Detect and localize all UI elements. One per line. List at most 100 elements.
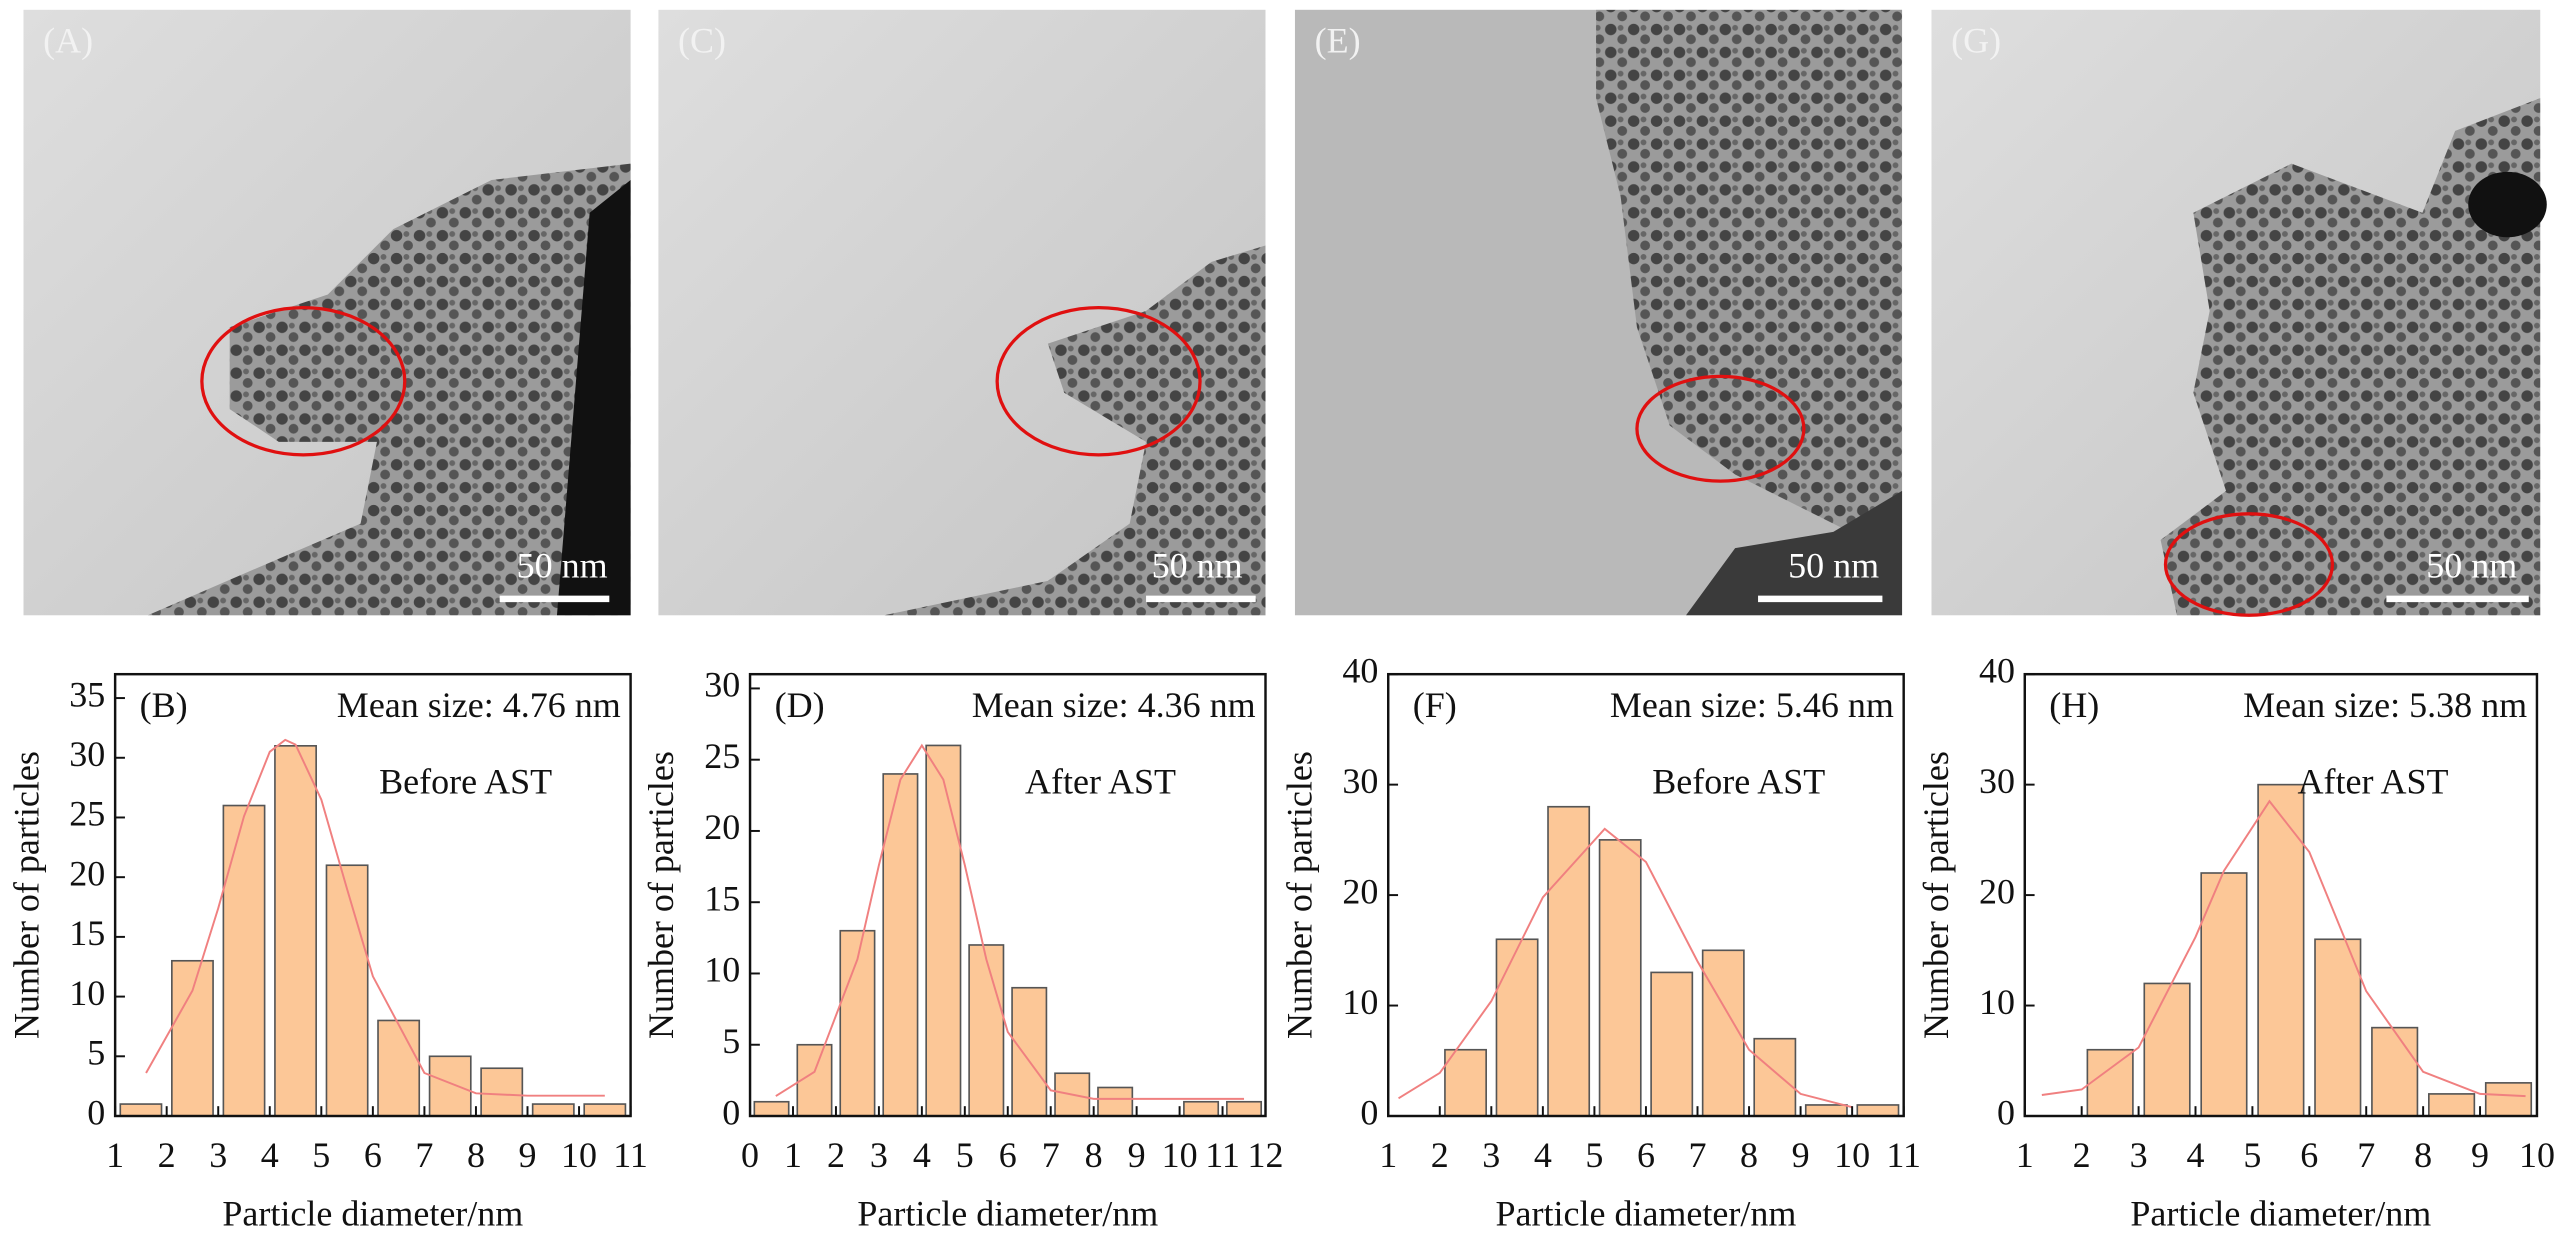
y-tick-label: 25 bbox=[69, 794, 105, 834]
bar bbox=[1701, 949, 1745, 1117]
y-tick-label: 20 bbox=[1342, 871, 1378, 911]
x-tick-label: 3 bbox=[209, 1135, 227, 1175]
y-tick-label: 10 bbox=[1342, 982, 1378, 1022]
x-tick-label: 4 bbox=[2187, 1135, 2205, 1175]
y-tick-label: 10 bbox=[1979, 982, 2015, 1022]
fit-curve bbox=[775, 743, 1245, 1100]
bar bbox=[839, 929, 876, 1117]
x-tick-label: 8 bbox=[2414, 1135, 2432, 1175]
y-axis-title: Number of particles bbox=[641, 751, 681, 1039]
bar bbox=[2428, 1093, 2476, 1117]
bar bbox=[1444, 1048, 1487, 1117]
x-tick-label: 4 bbox=[1534, 1135, 1552, 1175]
annotation: Mean size: 4.76 nm bbox=[337, 685, 621, 725]
y-axis-title: Number of particles bbox=[1916, 751, 1956, 1039]
tem-images bbox=[23, 9, 2547, 617]
bar bbox=[1011, 986, 1048, 1117]
bar bbox=[480, 1067, 524, 1117]
bar bbox=[428, 1055, 472, 1117]
x-tick-label: 7 bbox=[1689, 1135, 1707, 1175]
y-tick-label: 0 bbox=[87, 1092, 105, 1132]
bar bbox=[222, 804, 266, 1117]
annotation: Mean size: 5.46 nm bbox=[1610, 685, 1894, 725]
bar bbox=[882, 773, 919, 1117]
bar bbox=[531, 1103, 575, 1117]
x-tick-label: 1 bbox=[784, 1135, 802, 1175]
y-tick-label: 40 bbox=[1979, 650, 2015, 690]
highlight-ellipse bbox=[200, 306, 407, 457]
bar bbox=[1753, 1037, 1797, 1117]
x-tick-label: 1 bbox=[2016, 1135, 2034, 1175]
bar bbox=[119, 1103, 163, 1117]
y-tick-label: 10 bbox=[704, 950, 740, 990]
bar bbox=[1495, 938, 1539, 1117]
x-tick-label: 2 bbox=[827, 1135, 845, 1175]
x-tick-label: 12 bbox=[1248, 1135, 1284, 1175]
panel-label: (A) bbox=[43, 20, 93, 60]
annotation: Mean size: 4.36 nm bbox=[972, 685, 1256, 725]
bar bbox=[1097, 1086, 1134, 1117]
fit-curve bbox=[145, 738, 605, 1097]
particle-region bbox=[2160, 98, 2541, 616]
scale-bar-label: 50 nm bbox=[1788, 546, 1879, 586]
bar bbox=[377, 1019, 421, 1117]
bar bbox=[1804, 1104, 1848, 1117]
bar bbox=[2314, 938, 2362, 1117]
x-tick-label: 10 bbox=[561, 1135, 597, 1175]
x-tick-label: 7 bbox=[415, 1135, 433, 1175]
scale-bar-label: 50 nm bbox=[1152, 546, 1243, 586]
bar bbox=[753, 1100, 790, 1117]
panel-label: (C) bbox=[678, 20, 726, 60]
y-tick-label: 30 bbox=[1979, 761, 2015, 801]
x-axis-title: Particle diameter/nm bbox=[857, 1194, 1158, 1234]
scale-bar-label: 50 nm bbox=[2426, 546, 2517, 586]
x-tick-label: 8 bbox=[1085, 1135, 1103, 1175]
bar bbox=[1650, 971, 1694, 1117]
x-tick-label: 6 bbox=[2300, 1135, 2318, 1175]
y-tick-label: 5 bbox=[87, 1033, 105, 1073]
x-tick-label: 8 bbox=[1740, 1135, 1758, 1175]
y-tick-label: 40 bbox=[1342, 650, 1378, 690]
dark-particle bbox=[2468, 171, 2547, 238]
x-tick-label: 7 bbox=[1042, 1135, 1060, 1175]
y-tick-label: 10 bbox=[69, 973, 105, 1013]
dark-region bbox=[556, 180, 631, 616]
y-tick-label: 35 bbox=[69, 674, 105, 714]
highlight-ellipse bbox=[1635, 374, 1806, 483]
bar bbox=[1183, 1100, 1220, 1117]
x-tick-label: 1 bbox=[1379, 1135, 1397, 1175]
x-tick-label: 2 bbox=[1431, 1135, 1449, 1175]
x-tick-label: 6 bbox=[999, 1135, 1017, 1175]
bar bbox=[171, 959, 214, 1117]
x-tick-label: 5 bbox=[312, 1135, 330, 1175]
y-tick-label: 30 bbox=[69, 734, 105, 774]
bar bbox=[2484, 1082, 2533, 1117]
y-tick-label: 0 bbox=[1360, 1092, 1378, 1132]
x-tick-label: 5 bbox=[2243, 1135, 2261, 1175]
y-tick-label: 20 bbox=[69, 853, 105, 893]
y-tick-label: 30 bbox=[704, 665, 740, 705]
x-tick-label: 9 bbox=[1128, 1135, 1146, 1175]
y-axis-title: Number of particles bbox=[6, 751, 46, 1039]
x-tick-label: 11 bbox=[1886, 1135, 1921, 1175]
panel-label: (G) bbox=[1951, 20, 2001, 60]
bar bbox=[274, 745, 317, 1117]
x-tick-label: 9 bbox=[1792, 1135, 1810, 1175]
bar bbox=[2200, 872, 2248, 1117]
y-tick-label: 25 bbox=[704, 736, 740, 776]
fit-curve bbox=[2041, 799, 2526, 1098]
panel-label: (F) bbox=[1413, 685, 1457, 725]
panel-label: (D) bbox=[775, 685, 825, 725]
x-tick-label: 6 bbox=[364, 1135, 382, 1175]
y-tick-label: 30 bbox=[1342, 761, 1378, 801]
highlight-ellipse bbox=[995, 306, 1202, 457]
particle-region bbox=[1596, 9, 1903, 616]
x-tick-label: 4 bbox=[913, 1135, 931, 1175]
y-tick-label: 20 bbox=[704, 807, 740, 847]
highlight-ellipse bbox=[2163, 512, 2335, 617]
y-tick-label: 15 bbox=[69, 913, 105, 953]
x-tick-label: 3 bbox=[2130, 1135, 2148, 1175]
x-tick-label: 5 bbox=[956, 1135, 974, 1175]
